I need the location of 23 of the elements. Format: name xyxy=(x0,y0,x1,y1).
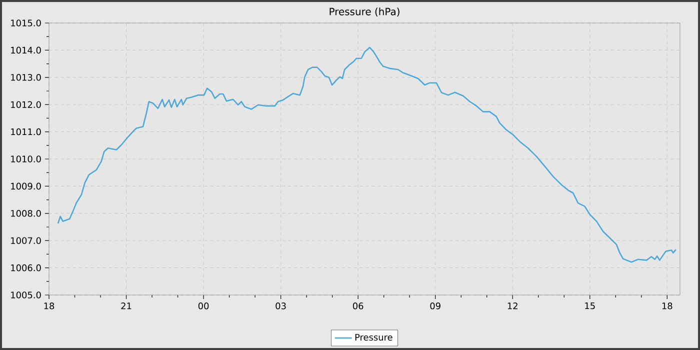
legend-label: Pressure xyxy=(355,334,392,341)
x-tick-label: 12 xyxy=(508,302,518,310)
y-tick-label: 1015.0 xyxy=(11,20,41,26)
y-tick-label: 1014.0 xyxy=(11,46,41,54)
y-tick-label: 1009.0 xyxy=(11,182,41,190)
y-tick-label: 1012.0 xyxy=(11,101,41,108)
x-tick-label: 21 xyxy=(121,302,132,310)
x-tick-label: 00 xyxy=(198,302,209,310)
x-tick-label: 18 xyxy=(662,302,672,310)
line-series xyxy=(57,46,677,263)
x-tick-label: 15 xyxy=(585,302,595,310)
y-tick-label: 1011.0 xyxy=(11,128,41,136)
y-tick-label: 1006.0 xyxy=(11,264,41,272)
y-tick-label: 1013.0 xyxy=(11,74,41,81)
chart-title: Pressure (hPa) xyxy=(330,8,400,16)
y-tick-label: 1010.0 xyxy=(11,156,41,162)
y-tick-label: 1005.0 xyxy=(11,292,41,298)
x-tick-label: 03 xyxy=(276,302,286,310)
x-tick-label: 18 xyxy=(44,302,54,310)
y-tick-label: 1008.0 xyxy=(11,210,41,217)
y-tick-label: 1007.0 xyxy=(11,237,41,244)
x-tick-label: 09 xyxy=(430,302,440,310)
x-tick-label: 06 xyxy=(352,302,364,310)
